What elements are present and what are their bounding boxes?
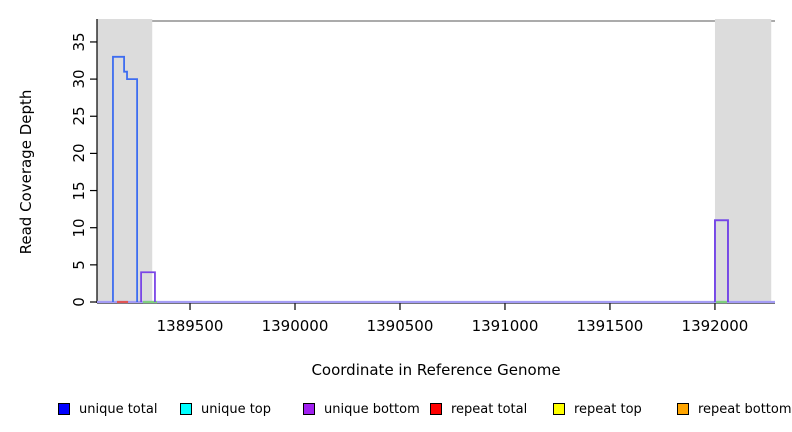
y-axis-title: Read Coverage Depth bbox=[17, 89, 35, 255]
legend-label: repeat top bbox=[574, 401, 642, 417]
shaded-region bbox=[714, 19, 772, 303]
y-tick-label: 0 bbox=[70, 297, 88, 307]
legend-item-unique-bottom: unique bottom bbox=[303, 398, 420, 420]
x-tick-label: 1391000 bbox=[471, 317, 539, 335]
y-tick-label: 25 bbox=[70, 106, 88, 126]
y-tick-label: 15 bbox=[70, 181, 88, 201]
x-tick-label: 1392000 bbox=[681, 317, 749, 335]
x-axis-title: Coordinate in Reference Genome bbox=[311, 361, 561, 379]
legend-swatch-icon bbox=[180, 403, 192, 415]
legend-item-repeat-top: repeat top bbox=[553, 398, 642, 420]
x-tick-label: 1389500 bbox=[156, 317, 224, 335]
legend-item-unique-total: unique total bbox=[58, 398, 157, 420]
legend-item-repeat-total: repeat total bbox=[430, 398, 527, 420]
y-tick-label: 20 bbox=[70, 143, 88, 163]
y-tick-label: 10 bbox=[70, 218, 88, 238]
y-tick-label: 35 bbox=[70, 32, 88, 52]
legend-item-repeat-bottom: repeat bottom bbox=[677, 398, 792, 420]
legend-label: unique top bbox=[201, 401, 272, 417]
y-tick-label: 5 bbox=[70, 260, 88, 270]
x-tick-label: 1390500 bbox=[366, 317, 434, 335]
legend-swatch-icon bbox=[58, 403, 70, 415]
legend-item-unique-top: unique top bbox=[180, 398, 271, 420]
legend-swatch-icon bbox=[303, 403, 315, 415]
legend: unique total unique top unique bottom repea… bbox=[0, 398, 792, 424]
legend-label: unique total bbox=[79, 401, 158, 417]
legend-label: repeat total bbox=[451, 401, 528, 417]
legend-swatch-icon bbox=[430, 403, 442, 415]
coverage-trace-unique-bottom bbox=[140, 219, 729, 302]
legend-label: repeat bottom bbox=[698, 401, 792, 417]
legend-swatch-icon bbox=[553, 403, 565, 415]
legend-swatch-icon bbox=[677, 403, 689, 415]
coverage-trace-unique-total bbox=[112, 55, 729, 302]
legend-label: unique bottom bbox=[324, 401, 420, 417]
x-tick-label: 1390000 bbox=[261, 317, 329, 335]
x-tick-label: 1391500 bbox=[576, 317, 644, 335]
y-tick-label: 30 bbox=[70, 69, 88, 89]
